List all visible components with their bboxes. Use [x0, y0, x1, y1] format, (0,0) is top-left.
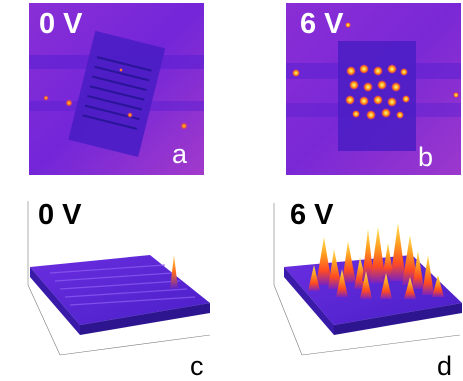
surface-c [27, 201, 211, 356]
voltage-label-a: 0 V [39, 8, 83, 40]
thermal-image-b [286, 3, 461, 175]
surface-plot-c [0, 185, 218, 381]
thermal-image-a [29, 3, 204, 175]
voltage-label-d: 6 V [290, 199, 334, 231]
thermal-map-b [286, 3, 461, 175]
surface-plot-d [262, 185, 463, 381]
panel-letter-c: c [190, 351, 204, 381]
surface-d [273, 203, 462, 356]
panel-letter-a: a [172, 139, 188, 169]
thermal-map-a [29, 3, 204, 175]
panel-letter-b: b [418, 142, 434, 172]
panel-letter-d: d [437, 351, 453, 381]
voltage-label-b: 6 V [300, 8, 344, 40]
voltage-label-c: 0 V [38, 199, 82, 231]
